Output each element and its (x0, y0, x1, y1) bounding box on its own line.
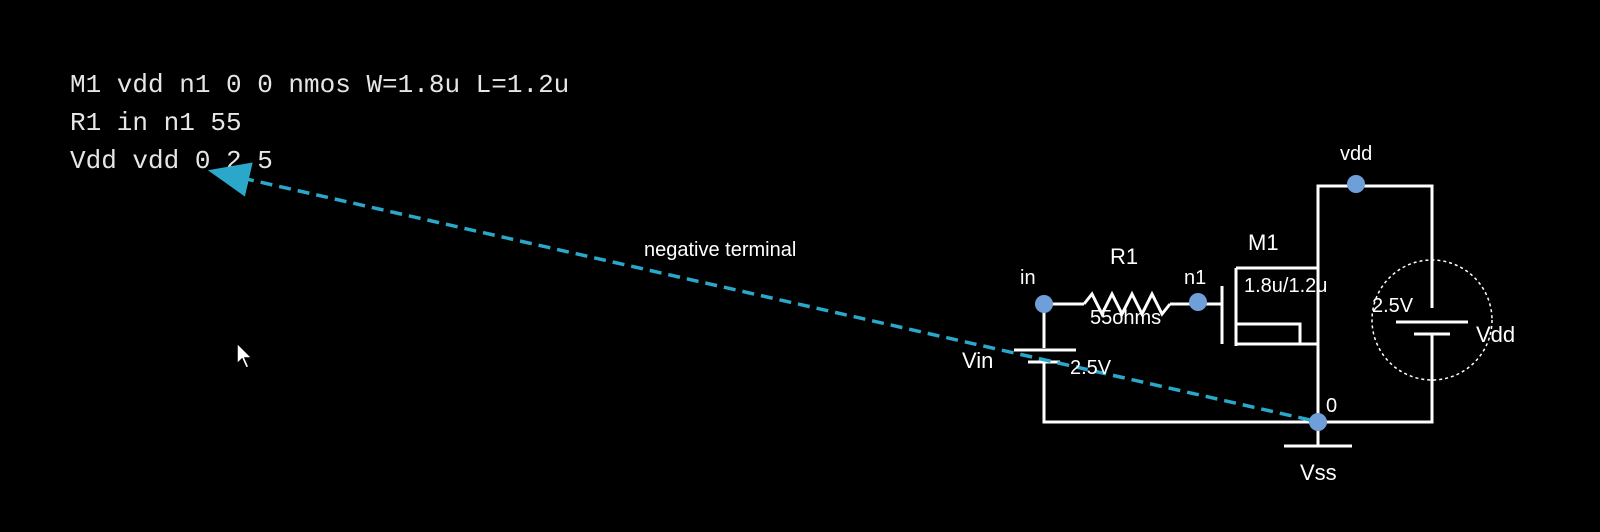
vdd-source-circle (1371, 259, 1493, 381)
wire-vdd-rail (1316, 184, 1434, 344)
label-m1-size: 1.8u/1.2u (1244, 275, 1327, 297)
resistor-r1-symbol (1082, 290, 1172, 318)
label-vss: Vss (1300, 460, 1337, 485)
annotation-label: negative terminal (644, 239, 796, 261)
label-r1-value: 55ohms (1090, 307, 1161, 329)
label-vdd-source-name: Vdd (1476, 322, 1515, 347)
spice-netlist: M1 vdd n1 0 0 nmos W=1.8u L=1.2u R1 in n… (70, 66, 569, 180)
node-0-dot (1309, 413, 1327, 431)
label-node-0: 0 (1326, 395, 1337, 417)
label-vdd-node: vdd (1340, 143, 1372, 165)
mosfet-m1-symbol (1220, 186, 1320, 346)
annotation-arrow (207, 162, 1311, 422)
label-m1-name: M1 (1248, 230, 1279, 255)
label-vdd-source-value: 2.5V (1372, 295, 1414, 317)
netlist-line-m1: M1 vdd n1 0 0 nmos W=1.8u L=1.2u (70, 70, 570, 100)
node-n1-dot (1189, 293, 1207, 311)
label-vin-source-value: 2.5V (1070, 357, 1112, 379)
label-r1-name: R1 (1110, 244, 1138, 269)
mosfet-source (1236, 322, 1302, 346)
vin-source-symbol (1014, 348, 1076, 364)
netlist-line-vdd: Vdd vdd 0 2.5 (70, 146, 273, 176)
netlist-line-r1: R1 in n1 55 (70, 108, 242, 138)
label-n1-node: n1 (1184, 267, 1206, 289)
node-in-dot (1035, 295, 1053, 313)
label-in-node: in (1020, 267, 1036, 289)
label-vin-source-name: Vin (962, 348, 993, 373)
mosfet-drain (1236, 248, 1320, 270)
node-vdd-dot (1347, 175, 1365, 193)
vdd-source-symbol (1371, 259, 1493, 381)
mouse-cursor-icon (236, 342, 254, 369)
